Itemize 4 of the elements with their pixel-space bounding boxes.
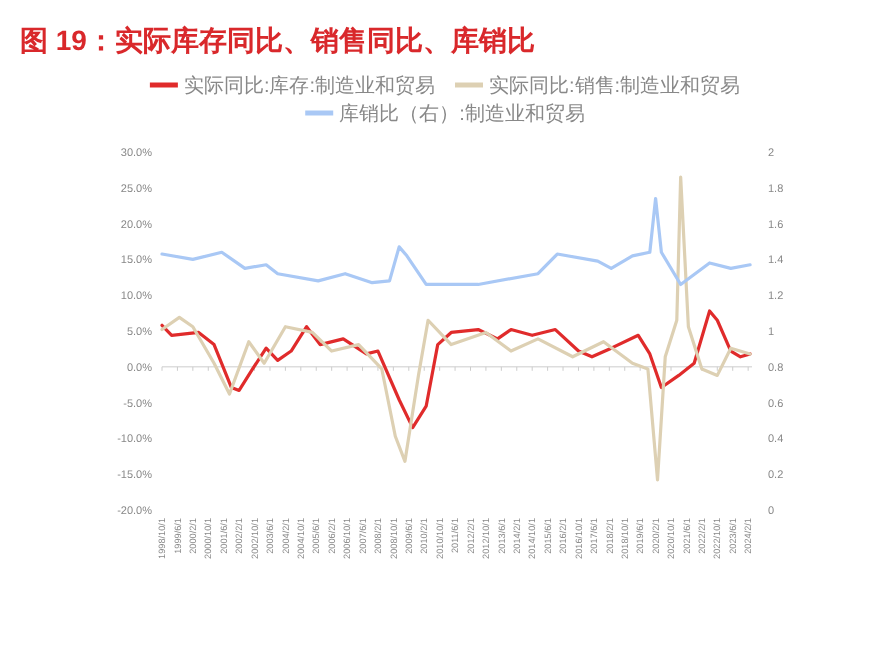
chart-title: 图 19：实际库存同比、销售同比、库销比 (20, 24, 535, 56)
legend-label: 实际同比:库存:制造业和贸易 (183, 74, 435, 98)
legend-label: 实际同比:销售:制造业和贸易 (489, 74, 741, 98)
legend-label: 库销比（右）:制造业和贸易 (339, 102, 585, 126)
